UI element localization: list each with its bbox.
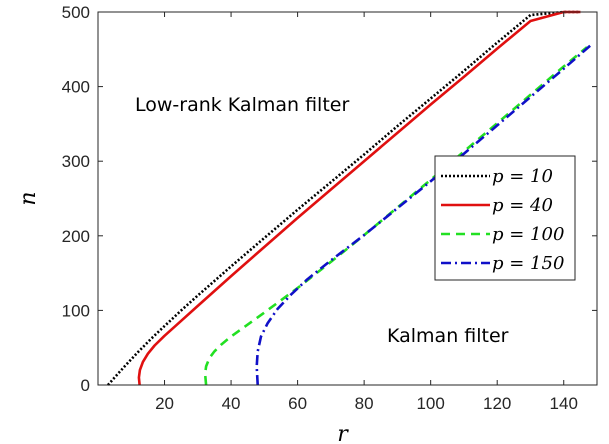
x-tick-label: 80 (355, 394, 374, 413)
plot-frame (97, 11, 598, 386)
y-tick-label: 300 (62, 152, 90, 171)
y-ticks: 0 100 200 300 400 500 (62, 3, 597, 395)
y-tick-label: 500 (62, 3, 90, 22)
x-tick-label: 40 (222, 394, 241, 413)
legend-label: p = 150 (492, 253, 564, 274)
y-axis-label: n (16, 191, 41, 205)
legend: p = 10 p = 40 p = 100 p = 150 (434, 155, 576, 281)
legend-label: p = 10 (492, 166, 553, 187)
series-line-0 (107, 10, 581, 386)
series-line-3 (255, 44, 592, 386)
y-tick-label: 0 (81, 376, 90, 395)
series-line-2 (203, 46, 588, 386)
x-tick-label: 20 (155, 394, 174, 413)
x-tick-label: 120 (483, 394, 511, 413)
x-tick-label: 140 (550, 394, 578, 413)
x-tick-label: 100 (416, 394, 444, 413)
legend-label: p = 40 (492, 195, 553, 216)
y-tick-label: 100 (62, 301, 90, 320)
series-line-1 (137, 10, 581, 386)
x-tick-label: 60 (288, 394, 307, 413)
series-group (107, 10, 592, 386)
y-tick-label: 400 (62, 78, 90, 97)
x-axis-label: r (337, 422, 349, 444)
annotation-kalman: Kalman filter (387, 325, 509, 347)
legend-entries: p = 10 p = 40 p = 100 p = 150 (441, 166, 564, 274)
legend-label: p = 100 (492, 224, 564, 245)
x-ticks: 20 40 60 80 100 120 140 (155, 12, 578, 413)
annotation-low-rank: Low-rank Kalman filter (135, 94, 349, 116)
y-tick-label: 200 (62, 227, 90, 246)
